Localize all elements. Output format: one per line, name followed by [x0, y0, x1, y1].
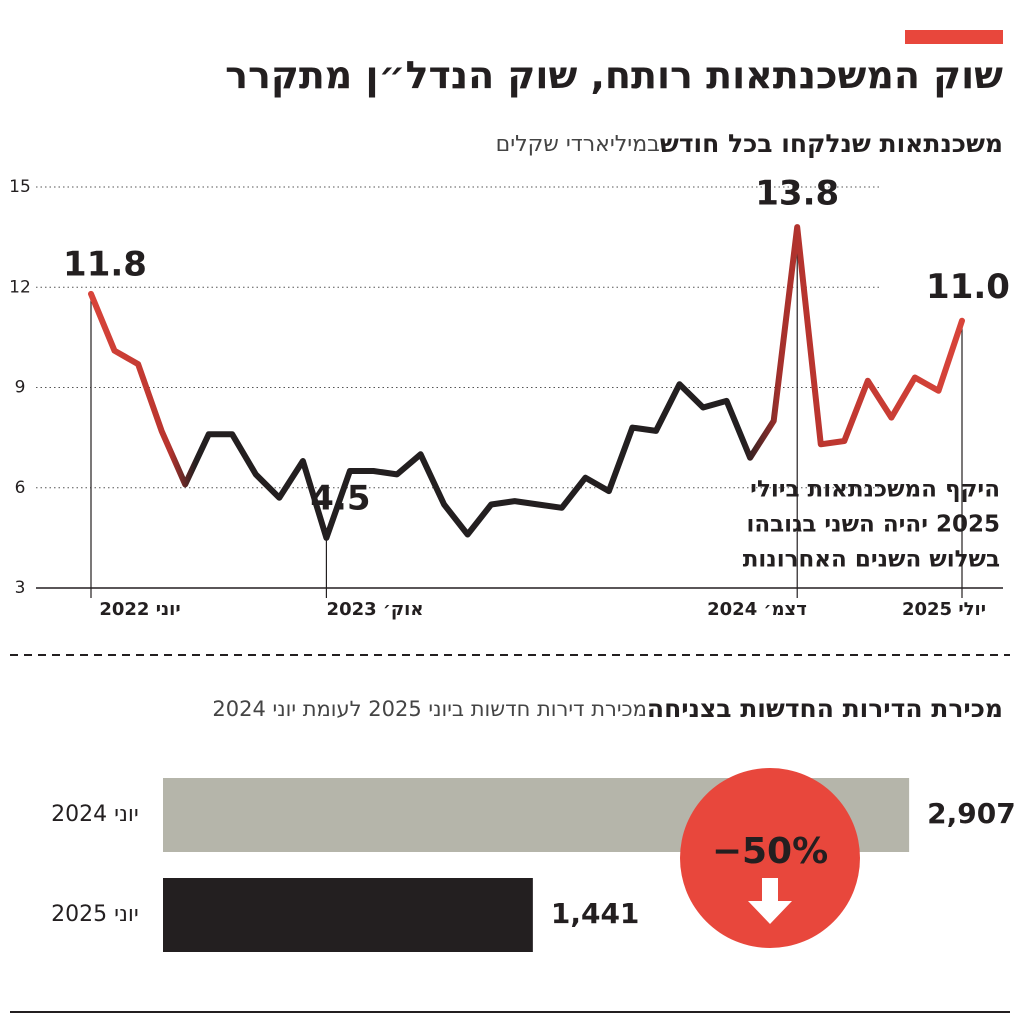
bar [163, 878, 533, 952]
bar-subtitle: מכירת דירות חדשות ביוני 2025 לעומת יוני … [212, 697, 647, 721]
y-tick-label: 12 [9, 277, 31, 297]
value-label: 1,441 [551, 897, 640, 930]
value-label: 11.8 [63, 244, 147, 284]
down-arrow [748, 878, 792, 924]
x-tick-label: דצמ׳ 2024 [707, 599, 807, 620]
value-label: 11.0 [926, 267, 1010, 307]
change-badge [680, 768, 860, 948]
x-tick-label: אוק׳ 2023 [327, 599, 424, 620]
y-tick-label: 3 [15, 578, 26, 598]
annotation: בשלוש השנים האחרונות [743, 547, 1000, 573]
x-tick-label: יוני 2022 [99, 599, 180, 620]
annotation: 2025 יהיה השני בגובהו [746, 512, 1000, 538]
annotation: היקף המשכנתאות ביולי [750, 477, 1000, 503]
y-tick-label: 15 [9, 177, 31, 197]
x-tick-label: יולי 2025 [902, 599, 986, 620]
y-tick-label: 9 [15, 378, 26, 398]
category-label: יוני 2024 [51, 802, 139, 827]
value-label: 13.8 [755, 174, 839, 214]
bar-title: מכירת הדירות החדשות בצניחה [647, 694, 1003, 723]
change-label: −50% [712, 831, 828, 872]
bar-heading: מכירת הדירות החדשות בצניחהמכירת דירות חד… [212, 694, 1003, 723]
value-label: 4.5 [310, 478, 370, 518]
y-unit: במיליארדי שקלים [496, 132, 660, 157]
accent-bar [905, 30, 1003, 44]
main-title: שוק המשכנתאות רותח, שוק הנדל״ן מתקרר [225, 54, 1003, 98]
value-label: 2,907 [927, 797, 1016, 830]
y-tick-label: 6 [15, 478, 26, 498]
line [88, 224, 965, 541]
category-label: יוני 2025 [51, 902, 139, 927]
subtitle-main: משכנתאות שנלקחו בכל חודש [660, 129, 1003, 158]
subtitle: משכנתאות שנלקחו בכל חודשבמיליארדי שקלים [496, 129, 1003, 158]
